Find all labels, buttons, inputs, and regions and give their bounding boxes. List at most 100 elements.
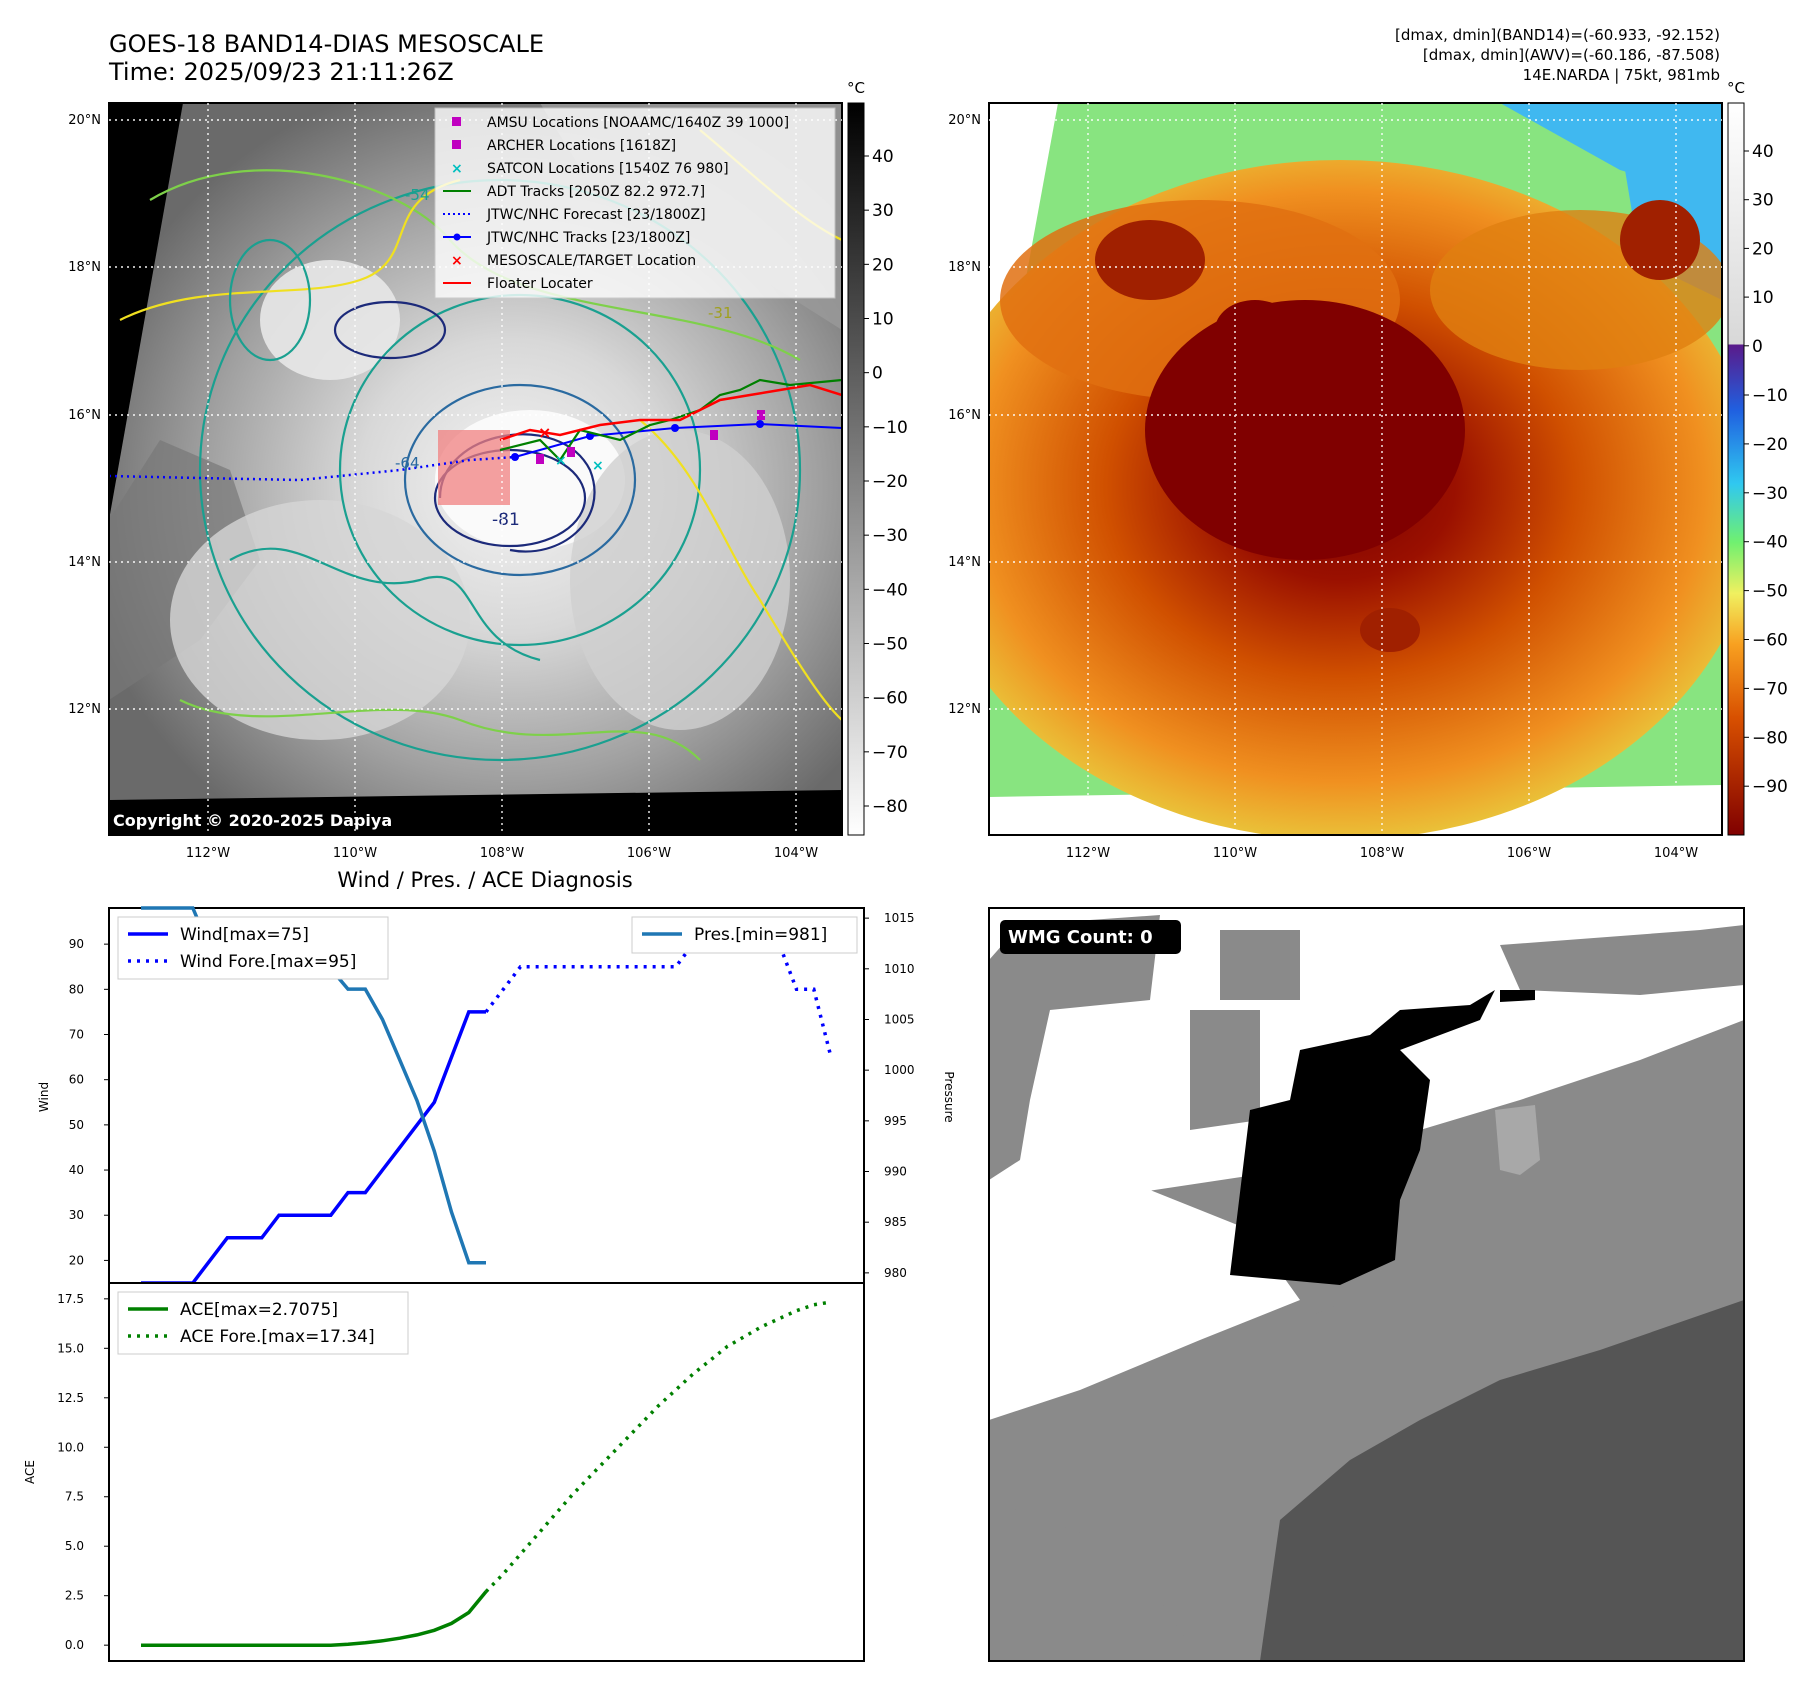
colorbar-tick-label: 40 [872,147,894,167]
legend-marker: × [451,161,463,177]
archer-marker [567,447,575,457]
lon-label: 112°W [186,846,230,861]
wind-legend: Wind[max=75] Wind Fore.[max=95] [117,916,389,980]
colorbar-tick-label: −70 [1752,679,1788,699]
wind-axis-label: Wind [37,1082,51,1112]
wind-pressure-chart: 90 80 70 60 50 40 30 20 1015 1010 1005 1000 995 990 98… [69,906,915,1285]
pressure-tick-label: 995 [884,1114,907,1128]
wind-tick-label: 30 [69,1208,84,1222]
ace-tick-label: 5.0 [65,1539,84,1553]
lon-label: 108°W [1360,846,1404,861]
colorbar-tick-label: −30 [1752,484,1788,504]
ace-chart: 17.5 15.0 12.5 10.0 7.5 5.0 2.5 0.0 ACE[max=2.70… [57,1291,832,1652]
amsu-marker [757,410,765,420]
colorbar-tick-label: −80 [872,797,908,817]
copyright-text: Copyright © 2020-2025 Dapiya [113,811,392,830]
ace-tick-label: 10.0 [57,1440,84,1454]
gray-colorbar-unit: °C [847,79,865,97]
legend-label: AMSU Locations [NOAAMC/1640Z 39 1000] [487,115,789,131]
legend-item: ADT Tracks [2050Z 82.2 972.7] [443,184,705,200]
colorbar-tick-label: 40 [1752,142,1774,162]
colorbar-tick-label: 10 [1752,288,1774,308]
legend-label: SATCON Locations [1540Z 76 980] [487,161,729,177]
lat-label: 12°N [948,702,981,717]
lat-label: 18°N [68,260,101,275]
lat-label: 18°N [948,260,981,275]
colorbar-tick-label: 0 [872,364,883,384]
lat-label: 14°N [68,555,101,570]
colorbar-tick-label: −70 [872,743,908,763]
legend-marker-dot [453,233,461,241]
lon-label: 104°W [774,846,818,861]
lat-label: 16°N [948,408,981,423]
map2-frame [988,102,1723,836]
legend-label: ADT Tracks [2050Z 82.2 972.7] [487,184,705,200]
legend-item: AMSU Locations [NOAAMC/1640Z 39 1000] [452,115,789,131]
map2-gridlines [989,103,1722,835]
wmg-count-badge [1000,920,1181,954]
contour-label-64: -64 [395,454,420,472]
colorbar-tick-label: 0 [1752,337,1763,357]
colorbar-tick-label: 30 [1752,191,1774,211]
colorbar-tick-label: −90 [1752,777,1788,797]
wmg-count-label: WMG Count: 0 [1008,927,1153,948]
ace-legend-box [117,1291,409,1355]
jtwc-forecast-track [109,455,516,482]
lon-label: 108°W [480,846,524,861]
colorbar-tick-label: −40 [1752,533,1788,553]
ace-tick-label: 15.0 [57,1341,84,1355]
legend-item: Floater Locater [443,276,593,292]
figure-title: GOES-18 BAND14-DIAS MESOSCALE [109,30,544,58]
wind-tick-label: 80 [69,982,84,996]
pressure-legend: Pres.[min=981] [631,916,858,954]
lat-label: 20°N [68,113,101,128]
floater-locater-track [499,383,842,442]
legend-label: ARCHER Locations [1618Z] [487,138,676,154]
legend-label: JTWC/NHC Forecast [23/1800Z] [486,207,706,223]
amsu-marker [710,430,718,440]
wind-tick-label: 50 [69,1118,84,1132]
colorbar-tick-label: −50 [1752,582,1788,602]
colorbar-tick-label: 20 [872,255,894,275]
colorbar-tick-label: −10 [872,418,908,438]
ace-tick-label: 7.5 [65,1490,84,1504]
colorbar-tick-label: 10 [872,310,894,330]
wind-tick-label: 90 [69,937,84,951]
floater-box [438,430,510,505]
lat-label: 20°N [948,113,981,128]
colorbar-tick-label: −10 [1752,386,1788,406]
lon-label: 104°W [1654,846,1698,861]
color-colorbar-unit: °C [1727,79,1745,97]
wind-legend-box [117,916,389,980]
lat-label: 14°N [948,555,981,570]
colorbar-tick-label: −20 [1752,435,1788,455]
ace-tick-label: 2.5 [65,1589,84,1603]
ace-series-line-0 [141,1590,488,1647]
ace-series-line-1 [484,1300,832,1593]
gray-colorbar: °C 40 30 20 10 0 −10 −20 −30 −40 −50 −60 −70 −80 [847,79,908,836]
archer-marker [536,454,544,464]
wind-tick-label: 20 [69,1253,84,1267]
colorbar-tick-label: 20 [1752,239,1774,259]
map-legend: AMSU Locations [NOAAMC/1640Z 39 1000] ARC… [434,107,836,299]
lat-label: 12°N [68,702,101,717]
diagnosis-title: Wind / Pres. / ACE Diagnosis [337,868,632,892]
lon-label: 106°W [1507,846,1551,861]
colorbar-tick-label: −20 [872,472,908,492]
pressure-tick-label: 1000 [884,1063,915,1077]
color-ir-map [989,103,1722,835]
legend-label: JTWC/NHC Tracks [23/1800Z] [486,230,690,246]
wind-tick-label: 70 [69,1028,84,1042]
info-line-2: [dmax, dmin](AWV)=(-60.186, -87.508) [1423,46,1720,64]
lon-label: 110°W [1213,846,1257,861]
pressure-legend-label: Pres.[min=981] [694,925,827,945]
colorbar-tick-label: −60 [1752,631,1788,651]
ace-legend-label: ACE[max=2.7075] [180,1300,338,1320]
lon-label: 110°W [333,846,377,861]
mesoscale-target-marker: × [538,423,551,442]
info-line-3: 14E.NARDA | 75kt, 981mb [1523,66,1720,84]
colorbar-tick-label: 30 [872,201,894,221]
jtwc-track [511,420,842,461]
info-line-1: [dmax, dmin](BAND14)=(-60.933, -92.152) [1395,26,1720,44]
lat-label: 16°N [68,408,101,423]
